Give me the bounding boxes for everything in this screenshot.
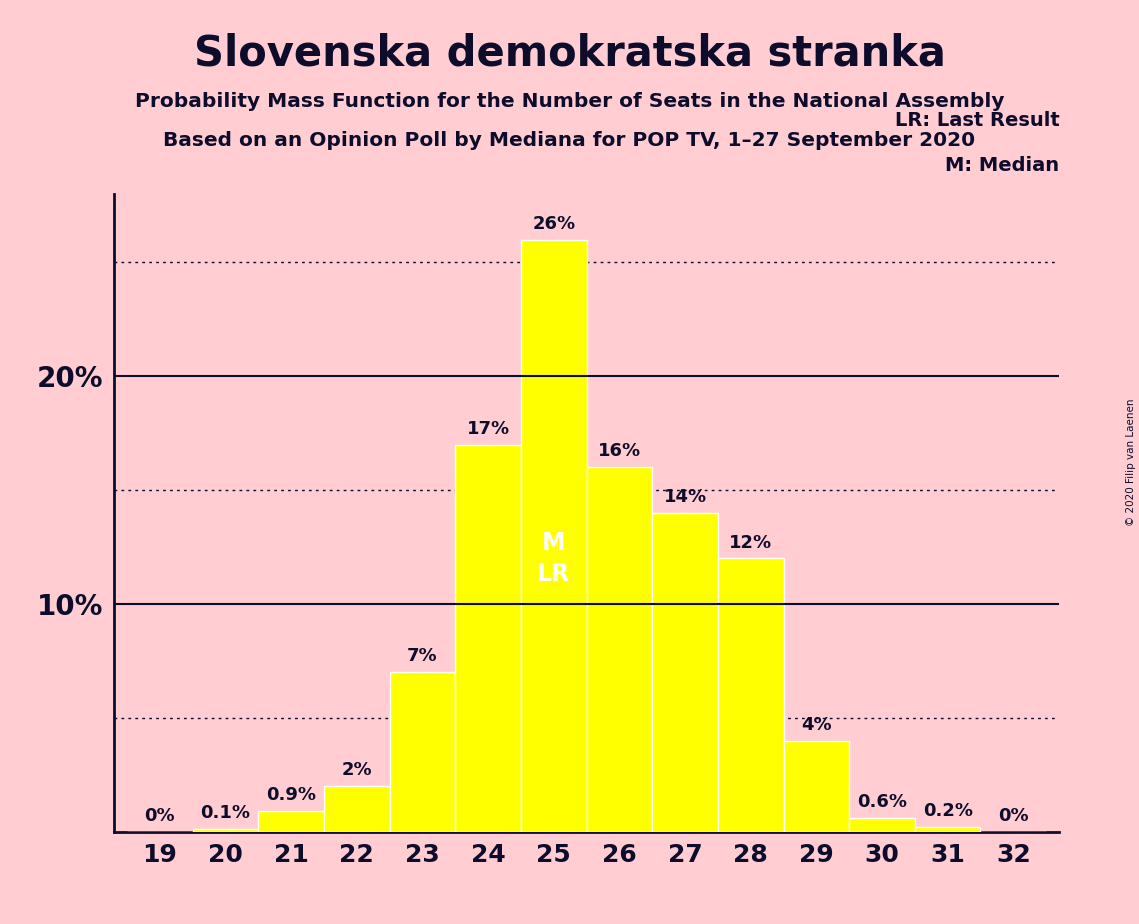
Bar xyxy=(192,830,259,832)
Text: 0.1%: 0.1% xyxy=(200,805,251,822)
Text: 4%: 4% xyxy=(801,716,831,734)
Bar xyxy=(915,827,981,832)
Text: 14%: 14% xyxy=(664,488,706,506)
Text: Probability Mass Function for the Number of Seats in the National Assembly: Probability Mass Function for the Number… xyxy=(134,92,1005,112)
Text: Based on an Opinion Poll by Mediana for POP TV, 1–27 September 2020: Based on an Opinion Poll by Mediana for … xyxy=(163,131,976,151)
Bar xyxy=(323,786,390,832)
Text: 0%: 0% xyxy=(145,807,175,825)
Text: LR: Last Result: LR: Last Result xyxy=(894,111,1059,130)
Text: 26%: 26% xyxy=(532,214,575,233)
Bar xyxy=(718,558,784,832)
Bar xyxy=(456,444,521,832)
Text: M: Median: M: Median xyxy=(945,156,1059,175)
Text: 0.9%: 0.9% xyxy=(267,786,317,804)
Bar xyxy=(587,468,653,832)
Text: Slovenska demokratska stranka: Slovenska demokratska stranka xyxy=(194,32,945,74)
Text: 7%: 7% xyxy=(407,648,437,665)
Text: 17%: 17% xyxy=(467,419,509,438)
Text: 0.2%: 0.2% xyxy=(923,802,973,821)
Bar xyxy=(784,740,850,832)
Text: 16%: 16% xyxy=(598,443,641,460)
Bar xyxy=(390,673,456,832)
Text: 0%: 0% xyxy=(998,807,1029,825)
Bar xyxy=(653,513,718,832)
Text: © 2020 Filip van Laenen: © 2020 Filip van Laenen xyxy=(1126,398,1136,526)
Bar xyxy=(521,239,587,832)
Bar xyxy=(259,811,323,832)
Text: 2%: 2% xyxy=(342,761,372,779)
Text: M
LR: M LR xyxy=(538,530,571,586)
Bar xyxy=(850,818,915,832)
Text: 12%: 12% xyxy=(729,533,772,552)
Text: 0.6%: 0.6% xyxy=(857,793,907,811)
